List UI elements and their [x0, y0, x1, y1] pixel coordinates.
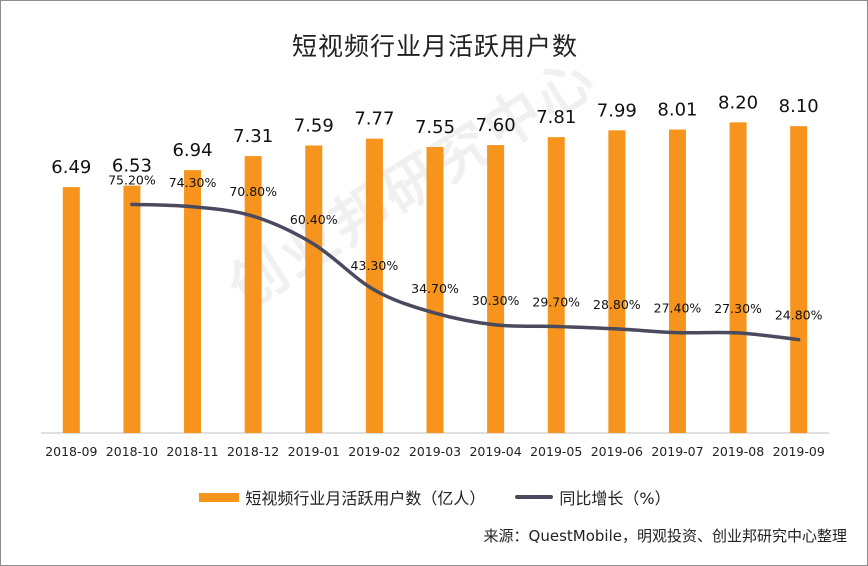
x-tick-label: 2019-06 [591, 444, 643, 459]
x-tick-label: 2018-12 [227, 444, 279, 459]
bar [184, 170, 202, 433]
bar [123, 185, 141, 433]
x-tick-label: 2018-10 [106, 444, 158, 459]
yoy-point-label: 70.80% [229, 184, 277, 199]
legend: 短视频行业月活跃用户数（亿人） 同比增长（%） [1, 485, 868, 509]
yoy-point-label: 24.80% [775, 308, 823, 323]
yoy-point-label: 28.80% [593, 297, 641, 312]
bar [729, 122, 747, 433]
legend-line-swatch [515, 495, 554, 499]
yoy-series-line [130, 202, 801, 342]
yoy-point-label: 34.70% [411, 281, 459, 296]
bar-value-label: 7.99 [597, 100, 637, 121]
chart-plot: 6.49 2018-09 6.53 2018-10 6.94 2018-11 7.31 201… [41, 92, 829, 459]
yoy-point-label: 29.70% [532, 294, 580, 309]
x-tick-label: 2019-02 [348, 444, 400, 459]
x-tick-label: 2019-07 [651, 444, 703, 459]
yoy-point-label: 75.20% [108, 172, 156, 187]
bar [244, 156, 262, 433]
yoy-point-label: 60.40% [290, 212, 338, 227]
bar-value-label: 8.20 [718, 92, 758, 113]
chart-title: 短视频行业月活跃用户数 [291, 32, 578, 61]
x-tick-label: 2019-08 [712, 444, 764, 459]
bar [668, 129, 686, 433]
bar-value-label: 7.59 [294, 115, 334, 136]
legend-bar-swatch [199, 492, 240, 502]
bar [305, 145, 323, 433]
bar-value-label: 8.01 [657, 100, 697, 121]
legend-item-mau: 短视频行业月活跃用户数（亿人） [199, 485, 485, 509]
bar-value-label: 6.53 [112, 156, 152, 177]
bar-value-label: 8.10 [779, 96, 819, 117]
bar-value-label: 7.60 [476, 115, 516, 136]
legend-label-mau: 短视频行业月活跃用户数（亿人） [245, 489, 486, 508]
bar [547, 137, 565, 433]
x-tick-label: 2019-09 [773, 444, 825, 459]
bar-value-label: 6.49 [51, 157, 91, 178]
bar-value-label: 7.81 [536, 107, 576, 128]
source-note: 来源：QuestMobile，明观投资、创业邦研究中心整理 [483, 527, 847, 545]
x-tick-label: 2019-05 [530, 444, 582, 459]
bar [608, 130, 626, 433]
yoy-point-label: 27.40% [654, 301, 702, 316]
bar [365, 138, 383, 433]
bar [487, 145, 505, 433]
bar [426, 146, 444, 434]
bar [790, 126, 808, 433]
bar [62, 187, 80, 433]
yoy-point-label: 30.30% [472, 293, 520, 308]
bar-value-label: 7.77 [354, 109, 394, 130]
yoy-point-label: 74.30% [169, 175, 217, 190]
x-tick-label: 2018-09 [45, 444, 97, 459]
yoy-point-label: 43.30% [351, 258, 399, 273]
x-tick-label: 2019-01 [288, 444, 340, 459]
x-tick-label: 2019-03 [409, 444, 461, 459]
x-tick-label: 2019-04 [469, 444, 521, 459]
legend-item-yoy: 同比增长（%） [515, 485, 671, 509]
bar-value-label: 7.31 [233, 126, 273, 147]
bar-value-label: 7.55 [415, 117, 455, 138]
x-tick-label: 2018-11 [166, 444, 218, 459]
yoy-point-label: 27.30% [714, 301, 762, 316]
legend-label-yoy: 同比增长（%） [559, 489, 671, 508]
bar-value-label: 6.94 [172, 140, 212, 161]
